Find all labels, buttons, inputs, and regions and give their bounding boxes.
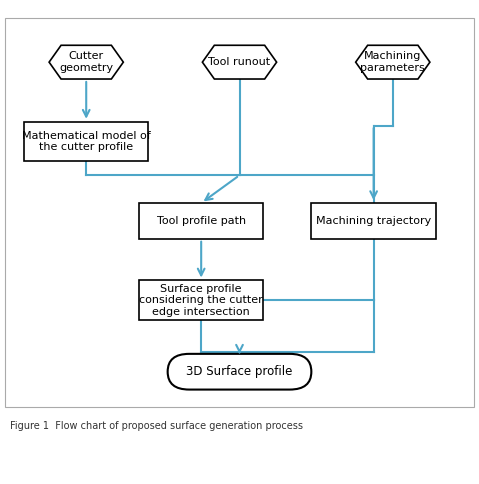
Polygon shape <box>355 45 430 79</box>
Text: 3D Surface profile: 3D Surface profile <box>186 365 293 378</box>
Text: Tool profile path: Tool profile path <box>157 216 246 226</box>
Text: Cutter
geometry: Cutter geometry <box>59 51 113 73</box>
FancyBboxPatch shape <box>139 203 263 239</box>
Text: Mathematical model of
the cutter profile: Mathematical model of the cutter profile <box>22 131 150 152</box>
Text: Machining
parameters: Machining parameters <box>360 51 425 73</box>
FancyBboxPatch shape <box>311 203 436 239</box>
Text: Machining trajectory: Machining trajectory <box>316 216 431 226</box>
Polygon shape <box>49 45 123 79</box>
Text: Figure 1  Flow chart of proposed surface generation process: Figure 1 Flow chart of proposed surface … <box>10 421 303 431</box>
Text: Tool runout: Tool runout <box>208 57 271 67</box>
FancyBboxPatch shape <box>24 121 148 161</box>
FancyBboxPatch shape <box>168 354 311 390</box>
Polygon shape <box>202 45 276 79</box>
Text: Surface profile
considering the cutter
edge intersection: Surface profile considering the cutter e… <box>139 284 263 317</box>
FancyBboxPatch shape <box>139 280 263 320</box>
